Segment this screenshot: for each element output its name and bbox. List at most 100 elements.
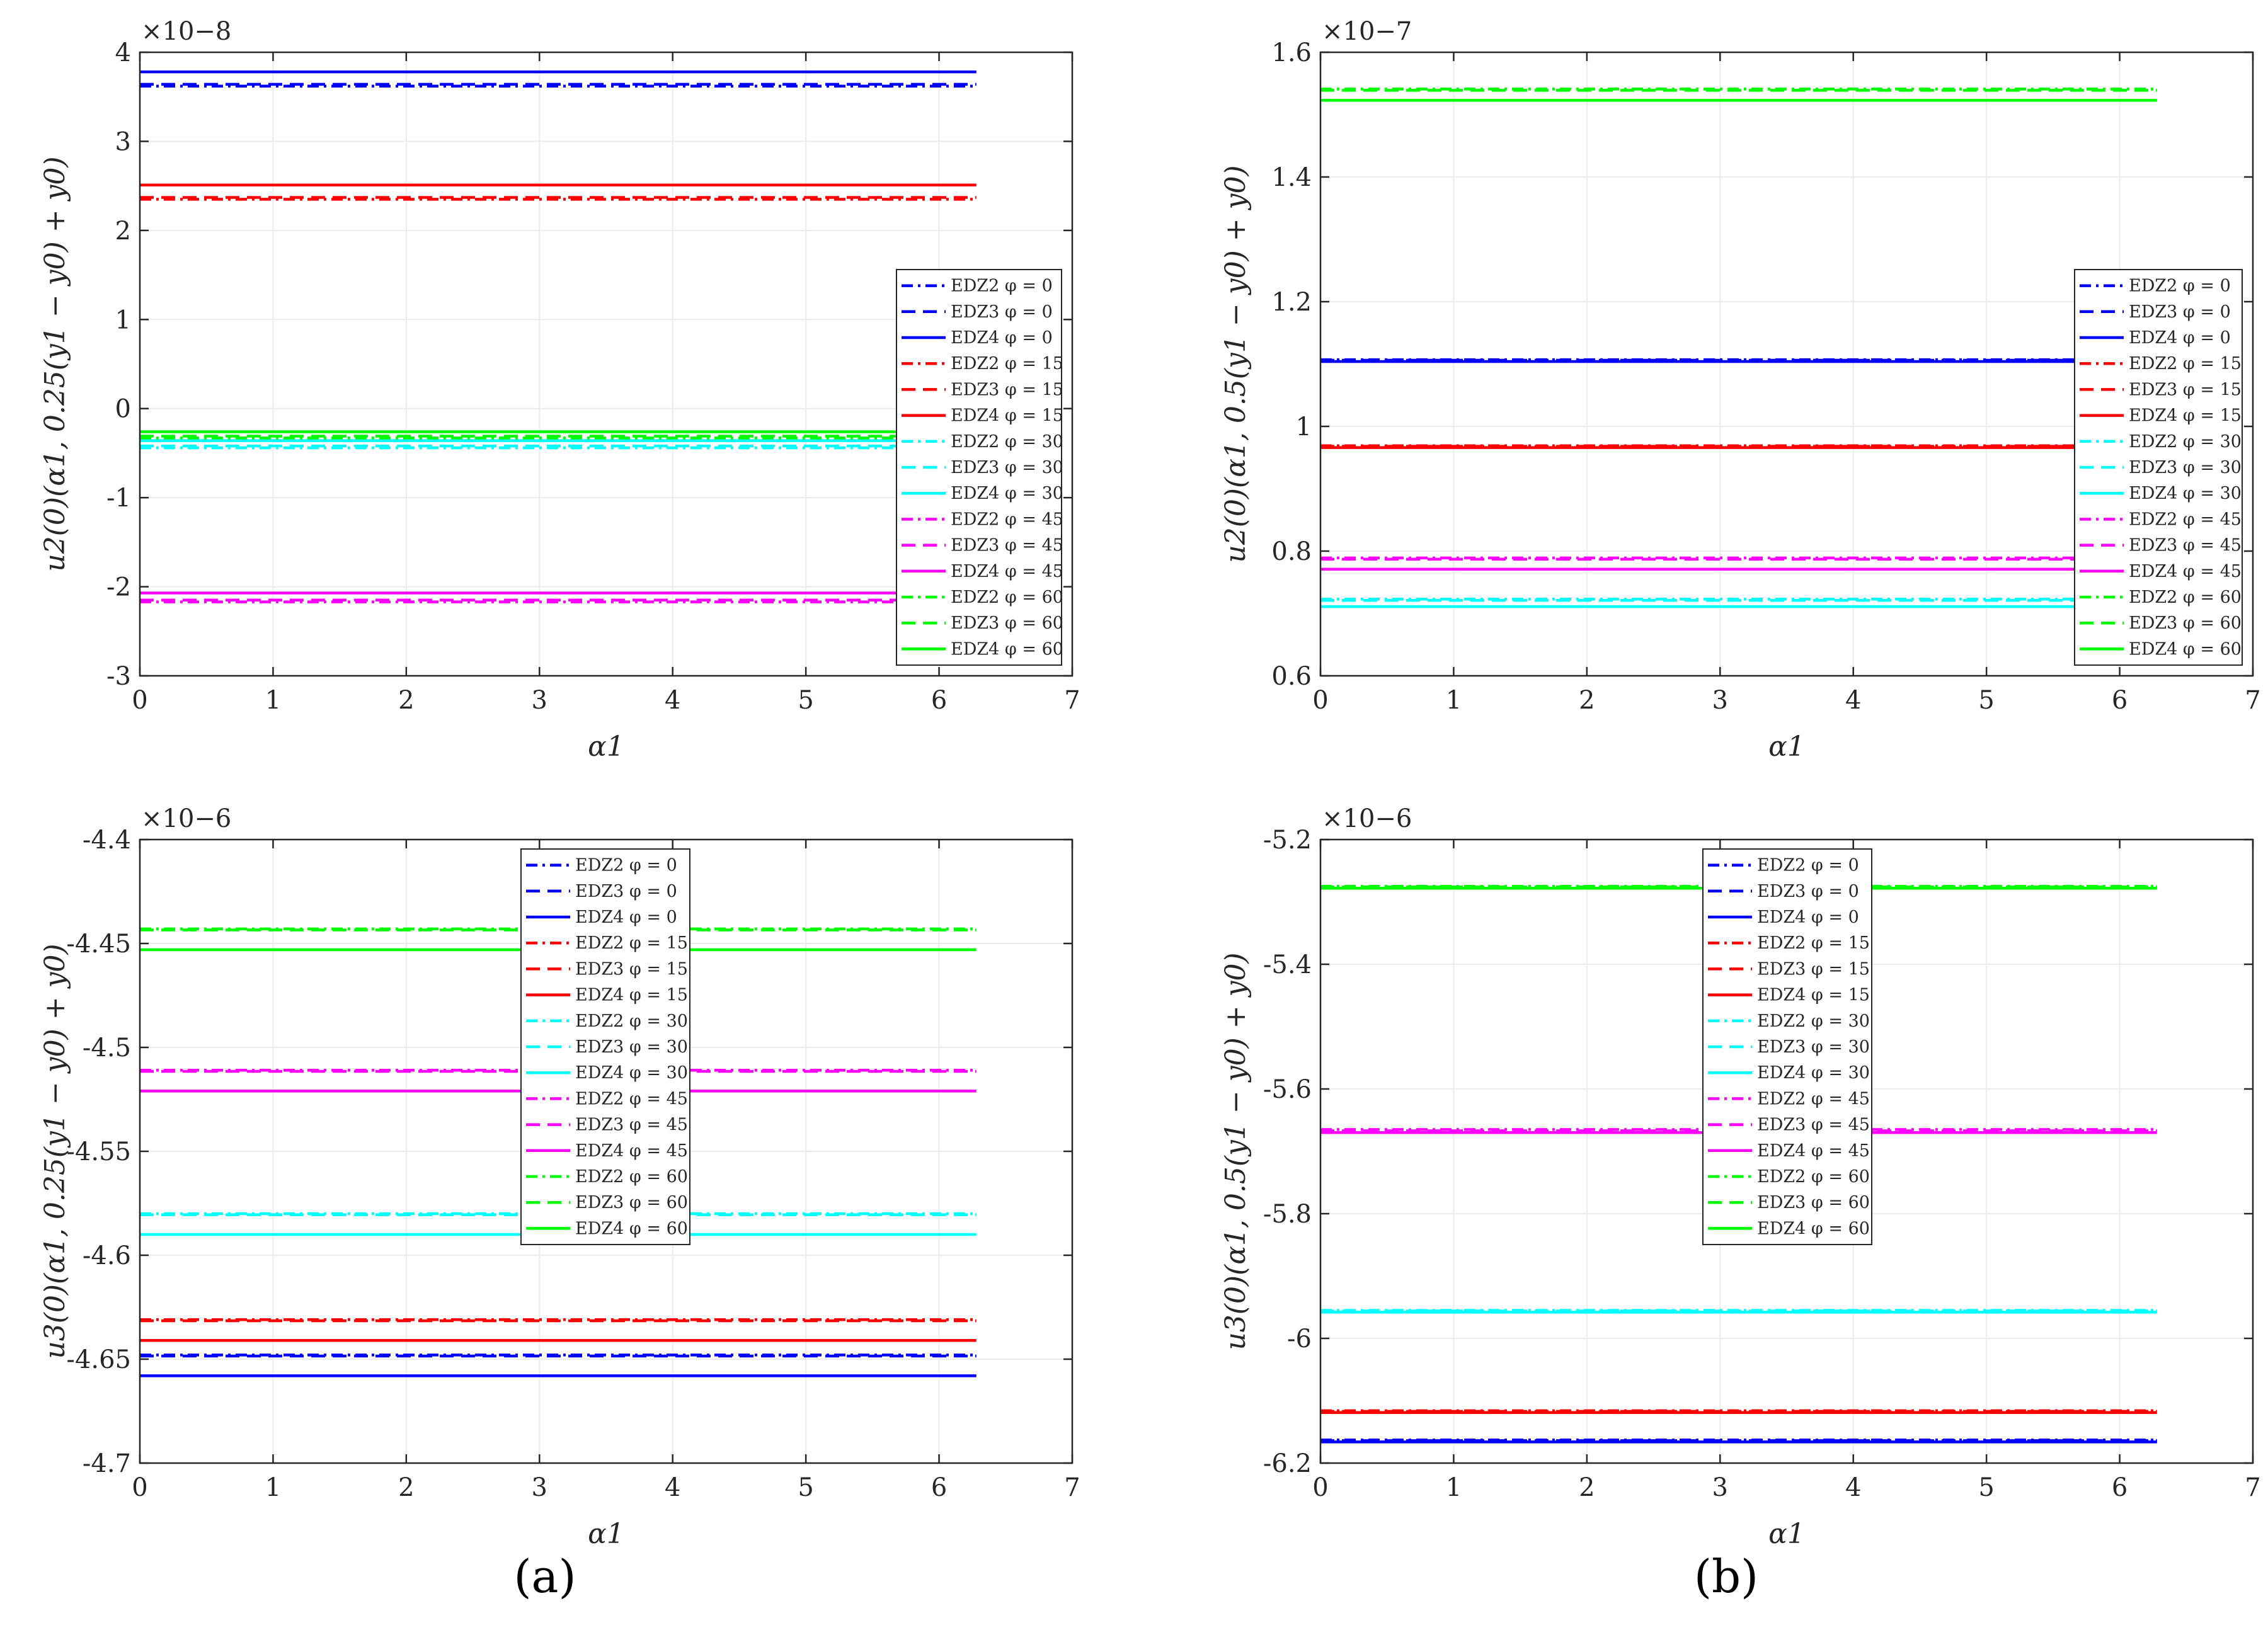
chart-bottom-right-ytick-label-2: -5.8 xyxy=(1263,1200,1312,1229)
chart-top-right-ytick-label-4: 1.4 xyxy=(1271,163,1312,192)
chart-bottom-left-ytick-label-2: -4.6 xyxy=(83,1241,131,1270)
chart-bottom-left-legend-label-8: EDZ4 φ = 30 xyxy=(575,1063,688,1083)
chart-bottom-left-ytick-label-0: -4.7 xyxy=(83,1449,131,1478)
chart-bottom-left-ylabel: u3(0)(α1, 0.25(y1 − y0) + y0) xyxy=(39,943,71,1359)
chart-bottom-left-legend-label-10: EDZ3 φ = 45 xyxy=(575,1115,688,1135)
chart-top-left-ytick-label-3: 0 xyxy=(115,395,131,424)
chart-top-left-xtick-label-7: 7 xyxy=(1064,686,1080,715)
chart-top-right-legend-label-5: EDZ4 φ = 15 xyxy=(2129,406,2242,426)
chart-top-right-legend-label-14: EDZ4 φ = 60 xyxy=(2129,639,2242,659)
chart-bottom-right-legend-label-9: EDZ2 φ = 45 xyxy=(1757,1089,1870,1108)
chart-top-right-legend-label-3: EDZ2 φ = 15 xyxy=(2129,354,2242,373)
chart-bottom-left-legend-label-11: EDZ4 φ = 45 xyxy=(575,1141,688,1161)
chart-top-left-legend-label-3: EDZ2 φ = 15 xyxy=(951,354,1063,373)
chart-top-right-ytick-label-5: 1.6 xyxy=(1271,38,1312,67)
chart-bottom-left-legend-label-7: EDZ3 φ = 30 xyxy=(575,1037,688,1057)
chart-bottom-right-legend-label-10: EDZ3 φ = 45 xyxy=(1757,1115,1870,1135)
chart-bottom-right-ytick-label-1: -6 xyxy=(1287,1325,1312,1354)
chart-bottom-left-ytick-label-6: -4.4 xyxy=(83,826,131,855)
chart-top-left-ytick-label-7: 4 xyxy=(115,38,131,67)
chart-top-right-ytick-label-1: 0.8 xyxy=(1271,537,1312,566)
chart-bottom-right-xtick-label-5: 5 xyxy=(1978,1473,1994,1502)
chart-top-left-legend-label-8: EDZ4 φ = 30 xyxy=(951,484,1063,503)
chart-bottom-right-legend-label-1: EDZ3 φ = 0 xyxy=(1757,882,1859,901)
chart-bottom-right-legend-label-14: EDZ4 φ = 60 xyxy=(1757,1219,1870,1238)
chart-top-right-legend-label-11: EDZ4 φ = 45 xyxy=(2129,562,2242,581)
chart-bottom-right-legend-label-3: EDZ2 φ = 15 xyxy=(1757,933,1870,953)
chart-bottom-left-xtick-label-2: 2 xyxy=(398,1473,414,1502)
chart-top-right-legend: EDZ2 φ = 0 EDZ3 φ = 0 EDZ4 φ = 0 EDZ2 φ = 1… xyxy=(2074,269,2243,666)
chart-bottom-right-xtick-label-2: 2 xyxy=(1579,1473,1595,1502)
chart-bottom-right-xtick-label-1: 1 xyxy=(1446,1473,1462,1502)
chart-bottom-left-xtick-label-7: 7 xyxy=(1064,1473,1080,1502)
chart-top-right-legend-label-7: EDZ3 φ = 30 xyxy=(2129,458,2242,477)
chart-bottom-left-legend-label-3: EDZ2 φ = 15 xyxy=(575,933,688,953)
chart-top-left-legend-label-5: EDZ4 φ = 15 xyxy=(951,406,1063,426)
chart-bottom-right-xlabel: α1 xyxy=(1768,1518,1805,1550)
chart-top-left-xtick-label-5: 5 xyxy=(798,686,813,715)
chart-bottom-right-legend-label-6: EDZ2 φ = 30 xyxy=(1757,1012,1870,1031)
chart-top-right-legend-label-13: EDZ3 φ = 60 xyxy=(2129,613,2242,633)
chart-bottom-right-legend-label-7: EDZ3 φ = 30 xyxy=(1757,1037,1870,1057)
chart-top-right-legend-label-9: EDZ2 φ = 45 xyxy=(2129,510,2242,529)
chart-top-right-xtick-label-2: 2 xyxy=(1579,686,1595,715)
chart-bottom-left-xlabel: α1 xyxy=(588,1518,624,1550)
chart-top-left-xtick-label-3: 3 xyxy=(532,686,547,715)
chart-top-left-axes-box xyxy=(139,51,1074,677)
chart-top-left-legend-label-14: EDZ4 φ = 60 xyxy=(951,639,1063,659)
chart-bottom-left-legend-label-2: EDZ4 φ = 0 xyxy=(575,908,677,927)
chart-top-left-xtick-label-0: 0 xyxy=(132,686,147,715)
chart-top-left-ytick-label-0: -3 xyxy=(106,662,131,691)
chart-bottom-right-legend-label-13: EDZ3 φ = 60 xyxy=(1757,1193,1870,1212)
chart-bottom-left-xtick-label-0: 0 xyxy=(132,1473,147,1502)
chart-top-right-ylabel: u2(0)(α1, 0.5(y1 − y0) + y0) xyxy=(1220,165,1252,562)
chart-bottom-left-legend-label-14: EDZ4 φ = 60 xyxy=(575,1219,688,1238)
chart-bottom-left-xtick-label-4: 4 xyxy=(665,1473,680,1502)
chart-top-right-xtick-label-4: 4 xyxy=(1845,686,1861,715)
chart-bottom-left-exponent: ×10−6 xyxy=(141,804,231,833)
chart-top-right-legend-label-10: EDZ3 φ = 45 xyxy=(2129,536,2242,556)
panel-label-a: (a) xyxy=(513,1550,576,1603)
chart-bottom-left-legend-label-0: EDZ2 φ = 0 xyxy=(575,856,677,875)
chart-top-right-xtick-label-5: 5 xyxy=(1978,686,1994,715)
chart-top-left-ylabel: u2(0)(α1, 0.25(y1 − y0) + y0) xyxy=(39,156,71,571)
chart-top-right-legend-label-4: EDZ3 φ = 15 xyxy=(2129,380,2242,399)
chart-top-left-ytick-label-6: 3 xyxy=(115,127,131,156)
chart-bottom-left-legend-label-6: EDZ2 φ = 30 xyxy=(575,1012,688,1031)
chart-top-right-xtick-label-7: 7 xyxy=(2245,686,2260,715)
chart-bottom-right-ylabel: u3(0)(α1, 0.5(y1 − y0) + y0) xyxy=(1220,952,1252,1350)
chart-top-right-legend-label-8: EDZ4 φ = 30 xyxy=(2129,484,2242,503)
chart-top-right-ytick-label-2: 1 xyxy=(1296,413,1312,442)
chart-top-right-ytick-label-3: 1.2 xyxy=(1271,288,1312,317)
chart-top-left-legend-label-7: EDZ3 φ = 30 xyxy=(951,458,1063,477)
chart-top-left-legend-label-1: EDZ3 φ = 0 xyxy=(951,302,1053,322)
chart-bottom-right-axes-box xyxy=(1319,838,2254,1464)
chart-bottom-right-xtick-label-4: 4 xyxy=(1845,1473,1861,1502)
chart-bottom-left-legend-label-5: EDZ4 φ = 15 xyxy=(575,986,688,1005)
chart-top-left-legend-label-11: EDZ4 φ = 45 xyxy=(951,562,1063,581)
panel-label-b: (b) xyxy=(1694,1550,1758,1603)
chart-top-left-xtick-label-6: 6 xyxy=(931,686,947,715)
chart-top-right: 0 1 2 3 4 5 6 7 0.6 0.8 1 1.2 1.4 1.6 ×10−7 α1 u2(0)(α1,… xyxy=(1220,17,2261,763)
chart-bottom-right-legend-label-2: EDZ4 φ = 0 xyxy=(1757,908,1859,927)
chart-bottom-left-ytick-label-4: -4.5 xyxy=(83,1034,131,1063)
chart-top-right-legend-label-12: EDZ2 φ = 60 xyxy=(2129,588,2242,607)
chart-top-left-ytick-label-1: -2 xyxy=(106,573,131,602)
chart-bottom-right-exponent: ×10−6 xyxy=(1322,804,1412,833)
chart-top-left-legend-box xyxy=(896,269,1062,666)
chart-top-left-legend-label-2: EDZ4 φ = 0 xyxy=(951,328,1053,348)
chart-top-left-exponent: ×10−8 xyxy=(141,17,231,46)
chart-top-left-legend-label-0: EDZ2 φ = 0 xyxy=(951,276,1053,296)
chart-top-right-xtick-label-6: 6 xyxy=(2112,686,2128,715)
chart-top-left-legend-label-10: EDZ3 φ = 45 xyxy=(951,536,1063,556)
chart-bottom-right-legend-label-12: EDZ2 φ = 60 xyxy=(1757,1167,1870,1187)
chart-top-right-legend-label-0: EDZ2 φ = 0 xyxy=(2129,276,2231,296)
chart-top-left-legend-label-9: EDZ2 φ = 45 xyxy=(951,510,1063,529)
chart-bottom-left-legend-label-13: EDZ3 φ = 60 xyxy=(575,1193,688,1212)
chart-bottom-left-xtick-label-6: 6 xyxy=(931,1473,947,1502)
chart-bottom-left-ytick-label-5: -4.45 xyxy=(66,930,131,959)
chart-top-left-legend-label-12: EDZ2 φ = 60 xyxy=(951,588,1063,607)
chart-bottom-left: 0 1 2 3 4 5 6 7 -4.7 -4.65 -4.6 -4.55 -4.5 -4.45 -4.4 ×… xyxy=(39,804,1080,1550)
chart-top-left-ytick-label-2: -1 xyxy=(106,484,131,513)
